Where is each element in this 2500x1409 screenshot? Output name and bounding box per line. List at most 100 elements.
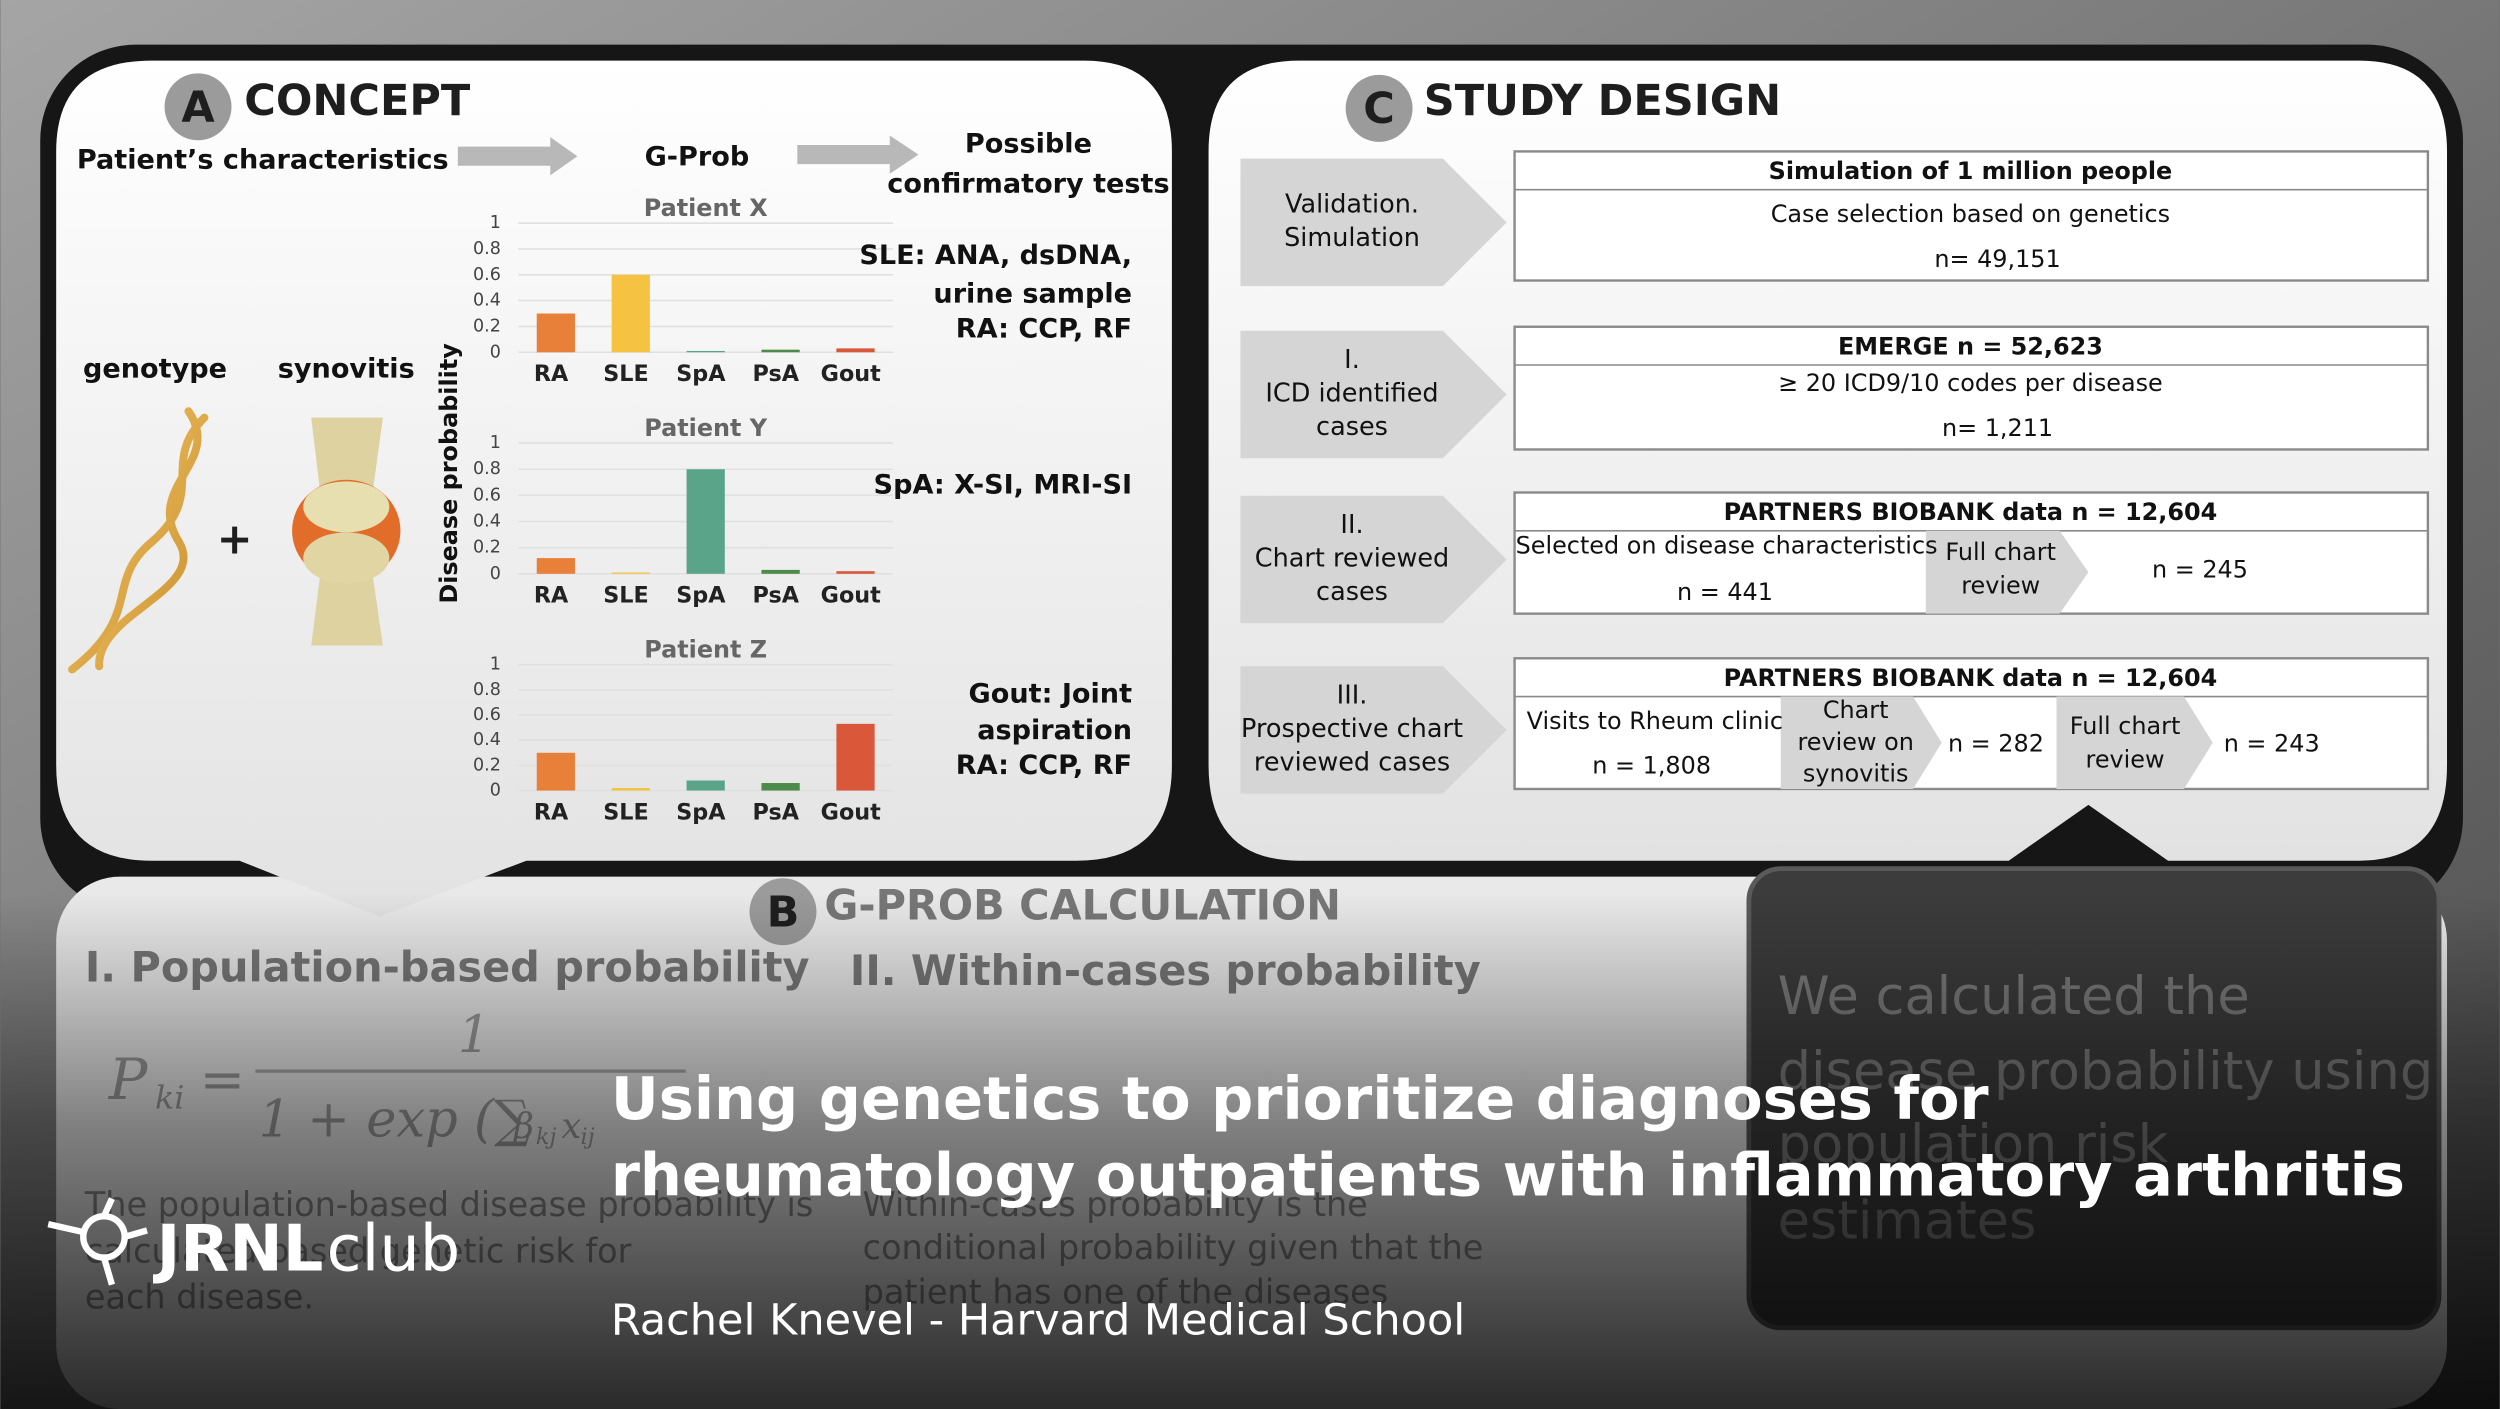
row-text: review — [1961, 572, 2040, 600]
bar — [761, 783, 800, 791]
y-tick-label: 0.6 — [473, 705, 501, 725]
heading: confirmatory tests — [887, 168, 1169, 199]
bar — [536, 752, 575, 791]
y-tick-label: 0.8 — [473, 459, 501, 479]
row-text: n = 1,808 — [1592, 752, 1711, 780]
heading: Patient’s characteristics — [77, 144, 449, 175]
row-text: n = 245 — [2152, 556, 2248, 584]
row-text: n = 243 — [2224, 729, 2320, 757]
x-tick-label: RA — [534, 799, 569, 825]
heading: genotype — [83, 353, 227, 384]
plus: + — [217, 514, 253, 564]
arrow — [797, 135, 919, 174]
logo-spoke — [123, 1227, 148, 1240]
y-tick-label: 0.6 — [473, 265, 501, 285]
row-label: reviewed cases — [1254, 747, 1450, 777]
test-text: RA: CCP, RF — [956, 313, 1132, 344]
logo-text: club — [327, 1212, 461, 1286]
panel-title: CONCEPT — [244, 76, 471, 126]
row-label: I. — [1344, 345, 1360, 375]
y-tick-label: 0.4 — [473, 291, 501, 311]
chart-title: Patient Y — [644, 414, 768, 442]
heading: G-Prob — [645, 141, 750, 172]
row-text: synovitis — [1803, 760, 1909, 788]
row-text: Full chart — [1945, 538, 2056, 566]
heading: synovitis — [278, 353, 415, 384]
step-arrow — [1780, 696, 1942, 789]
test-text: urine sample — [933, 278, 1132, 309]
bar — [836, 571, 875, 574]
row-label-arrow — [1240, 330, 1507, 459]
row-text: ≥ 20 ICD9/10 codes per disease — [1778, 369, 2163, 397]
test-text: RA: CCP, RF — [956, 750, 1132, 781]
x-tick-label: PsA — [753, 799, 800, 825]
row-text: n = 282 — [1948, 729, 2044, 757]
x-tick-label: SLE — [603, 799, 648, 825]
logo-spoke — [47, 1221, 84, 1236]
y-tick-label: 0 — [490, 564, 501, 584]
x-tick-label: SpA — [676, 799, 726, 825]
bar — [686, 469, 725, 574]
row-text: Chart — [1823, 696, 1889, 724]
shade-overlay — [0, 892, 2500, 1409]
cartilage — [303, 481, 390, 533]
row-text: n= 1,211 — [1942, 414, 2053, 442]
bar — [686, 780, 725, 791]
y-tick-label: 0.8 — [473, 239, 501, 259]
y-tick-label: 0.2 — [473, 755, 501, 775]
row-text: Selected on disease characteristics — [1516, 532, 1938, 560]
chart-title: Patient Z — [644, 635, 767, 663]
x-tick-label: SpA — [676, 583, 726, 609]
bar — [611, 274, 650, 353]
row-text: n= 49,151 — [1934, 245, 2060, 273]
joint-icon — [292, 417, 401, 646]
dna-icon — [68, 407, 209, 674]
y-tick-label: 0.6 — [473, 485, 501, 505]
bar — [536, 313, 575, 353]
badge-label: C — [1363, 84, 1395, 134]
row-label: cases — [1316, 412, 1388, 442]
study-design: C STUDY DESIGN Validation.Simulation Simula… — [1240, 76, 2430, 794]
step-arrow — [2056, 696, 2213, 789]
row-label: II. — [1340, 510, 1363, 540]
badge — [1345, 74, 1413, 142]
y-tick-label: 0.2 — [473, 316, 501, 336]
row-text: Full chart — [2070, 712, 2181, 740]
row-text: review — [2086, 745, 2165, 773]
overlay: Using genetics to prioritize diagnoses f… — [153, 1064, 2405, 1345]
y-tick-label: 0 — [490, 342, 501, 362]
row-label: III. — [1337, 681, 1368, 711]
test-text: Gout: Joint — [969, 678, 1133, 709]
x-tick-label: Gout — [821, 583, 881, 609]
y-tick-label: 0.8 — [473, 680, 501, 700]
row-label: Chart reviewed — [1255, 543, 1449, 573]
bar — [761, 349, 800, 353]
row-label-arrow — [1240, 666, 1507, 794]
row-box — [1513, 150, 2430, 282]
row-label: ICD identified — [1265, 378, 1438, 408]
row-header: PARTNERS BIOBANK data n = 12,604 — [1724, 498, 2218, 526]
badge — [164, 73, 232, 141]
x-tick-label: SLE — [603, 361, 648, 387]
logo-text: JRNL — [153, 1212, 324, 1286]
x-tick-label: SLE — [603, 583, 648, 609]
bar — [761, 569, 800, 574]
y-tick-label: 1 — [490, 655, 501, 675]
step-arrow — [1925, 530, 2089, 614]
x-tick-label: SpA — [676, 361, 726, 387]
bar — [611, 788, 650, 791]
bar — [536, 558, 575, 574]
author: Rachel Knevel - Harvard Medical School — [611, 1295, 1465, 1345]
y-axis-label: Disease probability — [435, 343, 463, 604]
dna-strand — [68, 413, 209, 674]
row-text: review on — [1797, 728, 1913, 756]
bar — [686, 350, 725, 353]
dna-strand — [95, 407, 202, 671]
x-tick-label: Gout — [821, 799, 881, 825]
row-header: PARTNERS BIOBANK data n = 12,604 — [1724, 664, 2218, 692]
bar — [611, 572, 650, 574]
row-label: Prospective chart — [1241, 714, 1463, 744]
